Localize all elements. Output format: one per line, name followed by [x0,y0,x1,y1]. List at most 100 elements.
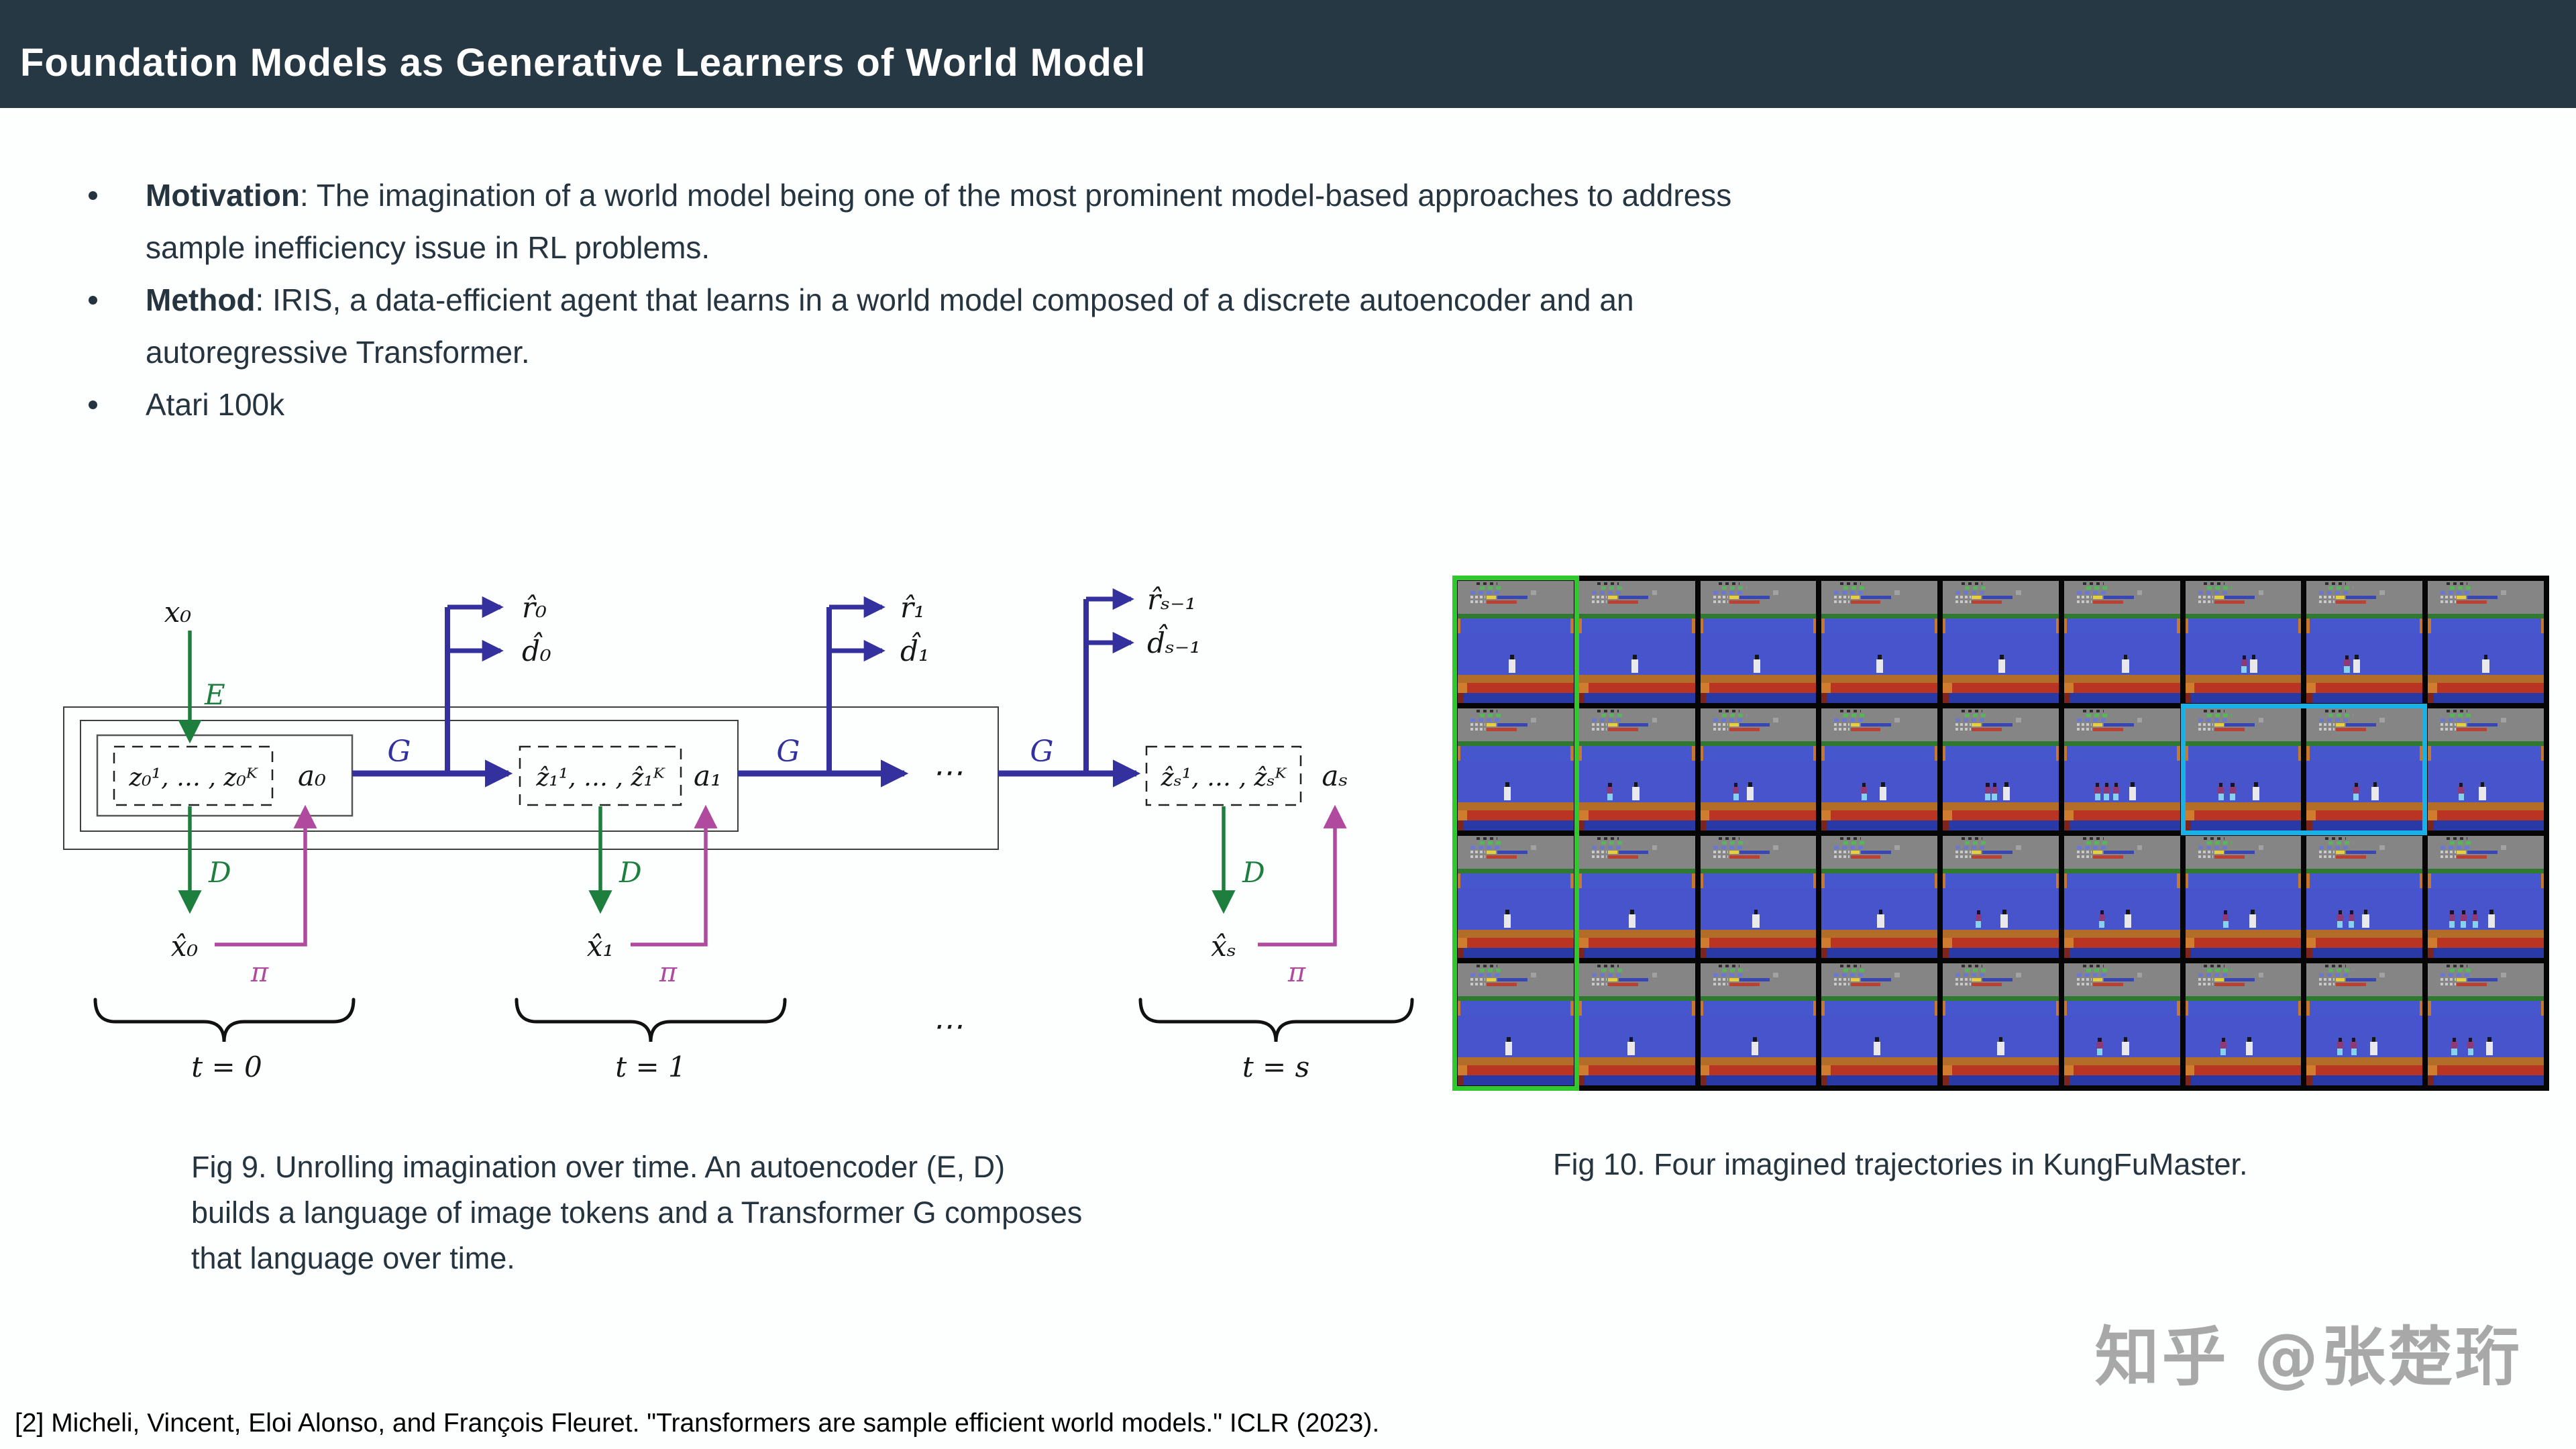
enemy-sprite [2460,910,2467,928]
title-bar: Foundation Models as Generative Learners… [0,0,2576,108]
atari-frame [1458,963,1574,1085]
fig10-caption: Fig 10. Four imagined trajectories in Ku… [1553,1147,2248,1181]
diagram-label-D-ts: D [1242,856,1265,889]
atari-frame [1700,581,1817,703]
bullet-motivation-text: Motivation: The imagination of a world m… [146,169,2467,274]
fig9-caption: Fig 9. Unrolling imagination over time. … [191,1144,1345,1281]
atari-frame [2185,708,2302,830]
bullet-dot [89,296,97,305]
frame-score-header [1821,708,1938,742]
frame-score-header [1943,708,2059,742]
z0-token-box [113,745,274,806]
frame-score-header [1700,708,1817,742]
frame-score-header [1943,963,2059,997]
bullet-bold-label: Motivation [146,178,300,213]
frame-score-header [1458,581,1574,614]
fighter-sprite [1874,1036,1881,1055]
frame-score-header [1458,708,1574,742]
diagram-label-rs: r̂ₛ₋₁ [1147,583,1196,616]
enemy-sprite [1607,783,1613,800]
enemy-sprite [2451,1038,2458,1055]
brace-t1 [515,998,787,1042]
z1-token-box [519,745,682,806]
fig9-caption-line3: that language over time. [191,1241,515,1275]
diagram-label-z1: ẑ₁¹, … , ẑ₁ᴷ [535,764,665,792]
fig9-diagram: x₀ E z₀¹, … , z₀ᴷ a₀ G r̂₀ d̂₀ ẑ₁¹, … , … [63,583,1414,1083]
enemy-sprite [2112,783,2119,800]
transformer-arrows [352,588,1141,788]
fighter-sprite [2250,654,2257,673]
frame-score-header [1943,836,2059,869]
atari-frame [1943,836,2059,958]
diagram-label-G3: G [1030,735,1053,769]
fighter-sprite [1509,654,1516,673]
frame-score-header [2063,836,2180,869]
atari-frame [1943,708,2059,830]
frame-score-header [2428,963,2544,997]
bullet-text-line2: autoregressive Transformer. [146,335,530,370]
atari-frame [1458,708,1574,830]
atari-frame [1821,708,1938,830]
enemy-sprite [2220,1038,2226,1055]
atari-frame [2063,581,2180,703]
atari-frame [1700,963,1817,1085]
bullet-text-line2: sample inefficiency issue in RL problems… [146,230,710,265]
diagram-label-dots-bottom: ⋯ [932,1008,963,1044]
atari-frame [2306,836,2423,958]
atari-grid [1452,576,2549,1091]
enemy-sprite [2094,783,2101,800]
fighter-sprite [2252,782,2260,800]
frame-score-header [2306,708,2423,742]
enemy-sprite [1733,783,1739,800]
fighter-sprite [2122,1036,2129,1055]
fighter-sprite [1879,782,1887,800]
world-model-boxes [63,706,1302,850]
atari-frame [2306,581,2423,703]
atari-frame [2063,963,2180,1085]
atari-frame [2306,708,2423,830]
enemy-sprite [2222,910,2229,928]
frame-score-header [1458,836,1574,869]
diagram-label-D-t0: D [208,856,231,889]
diagram-label-r0: r̂₀ [522,591,547,624]
atari-frame [1458,581,1574,703]
bullet-atari-text: Atari 100k [146,378,2467,431]
enemy-sprite [2096,1038,2103,1055]
fighter-sprite [1746,782,1754,800]
fighter-sprite [2488,909,2496,928]
enemy-sprite [2218,783,2224,800]
frame-score-header [1700,836,1817,869]
frame-score-header [2428,581,2544,614]
frame-score-header [2306,963,2423,997]
bullet-method: Method: IRIS, a data-efficient agent tha… [79,274,2467,378]
policy-arrow-ts [1258,804,1347,947]
frame-score-header [2185,836,2302,869]
fighter-sprite [2000,909,2008,928]
enemy-sprite [1991,783,1998,800]
atari-frame [2063,836,2180,958]
brace-ts [1138,998,1414,1042]
fighter-sprite [2245,1036,2253,1055]
atari-frame [1700,836,1817,958]
citation: [2] Micheli, Vincent, Eloi Alonso, and F… [15,1409,1380,1438]
atari-frame [1578,581,1695,703]
atari-frame [2185,836,2302,958]
atari-frame [1578,708,1695,830]
frame-score-header [1458,963,1574,997]
frame-score-header [2306,836,2423,869]
diagram-label-x0hat: x̂₀ [171,930,199,963]
fighter-sprite [2353,654,2360,673]
fighter-sprite [1877,909,1884,928]
enemy-sprite [2467,1038,2474,1055]
diagram-label-E: E [204,678,225,711]
diagram-label-z0: z₀¹, … , z₀ᴷ [128,764,258,792]
atari-frame [2428,581,2544,703]
fighter-sprite [2362,909,2369,928]
bullet-dot [89,400,97,409]
fig9-caption-line1: Fig 9. Unrolling imagination over time. … [191,1150,1006,1184]
policy-arrow-t1 [631,804,718,947]
fighter-sprite [2002,782,2010,800]
page-title: Foundation Models as Generative Learners… [20,41,1146,85]
fighter-sprite [1997,1036,2004,1055]
fighter-sprite [1504,782,1511,800]
